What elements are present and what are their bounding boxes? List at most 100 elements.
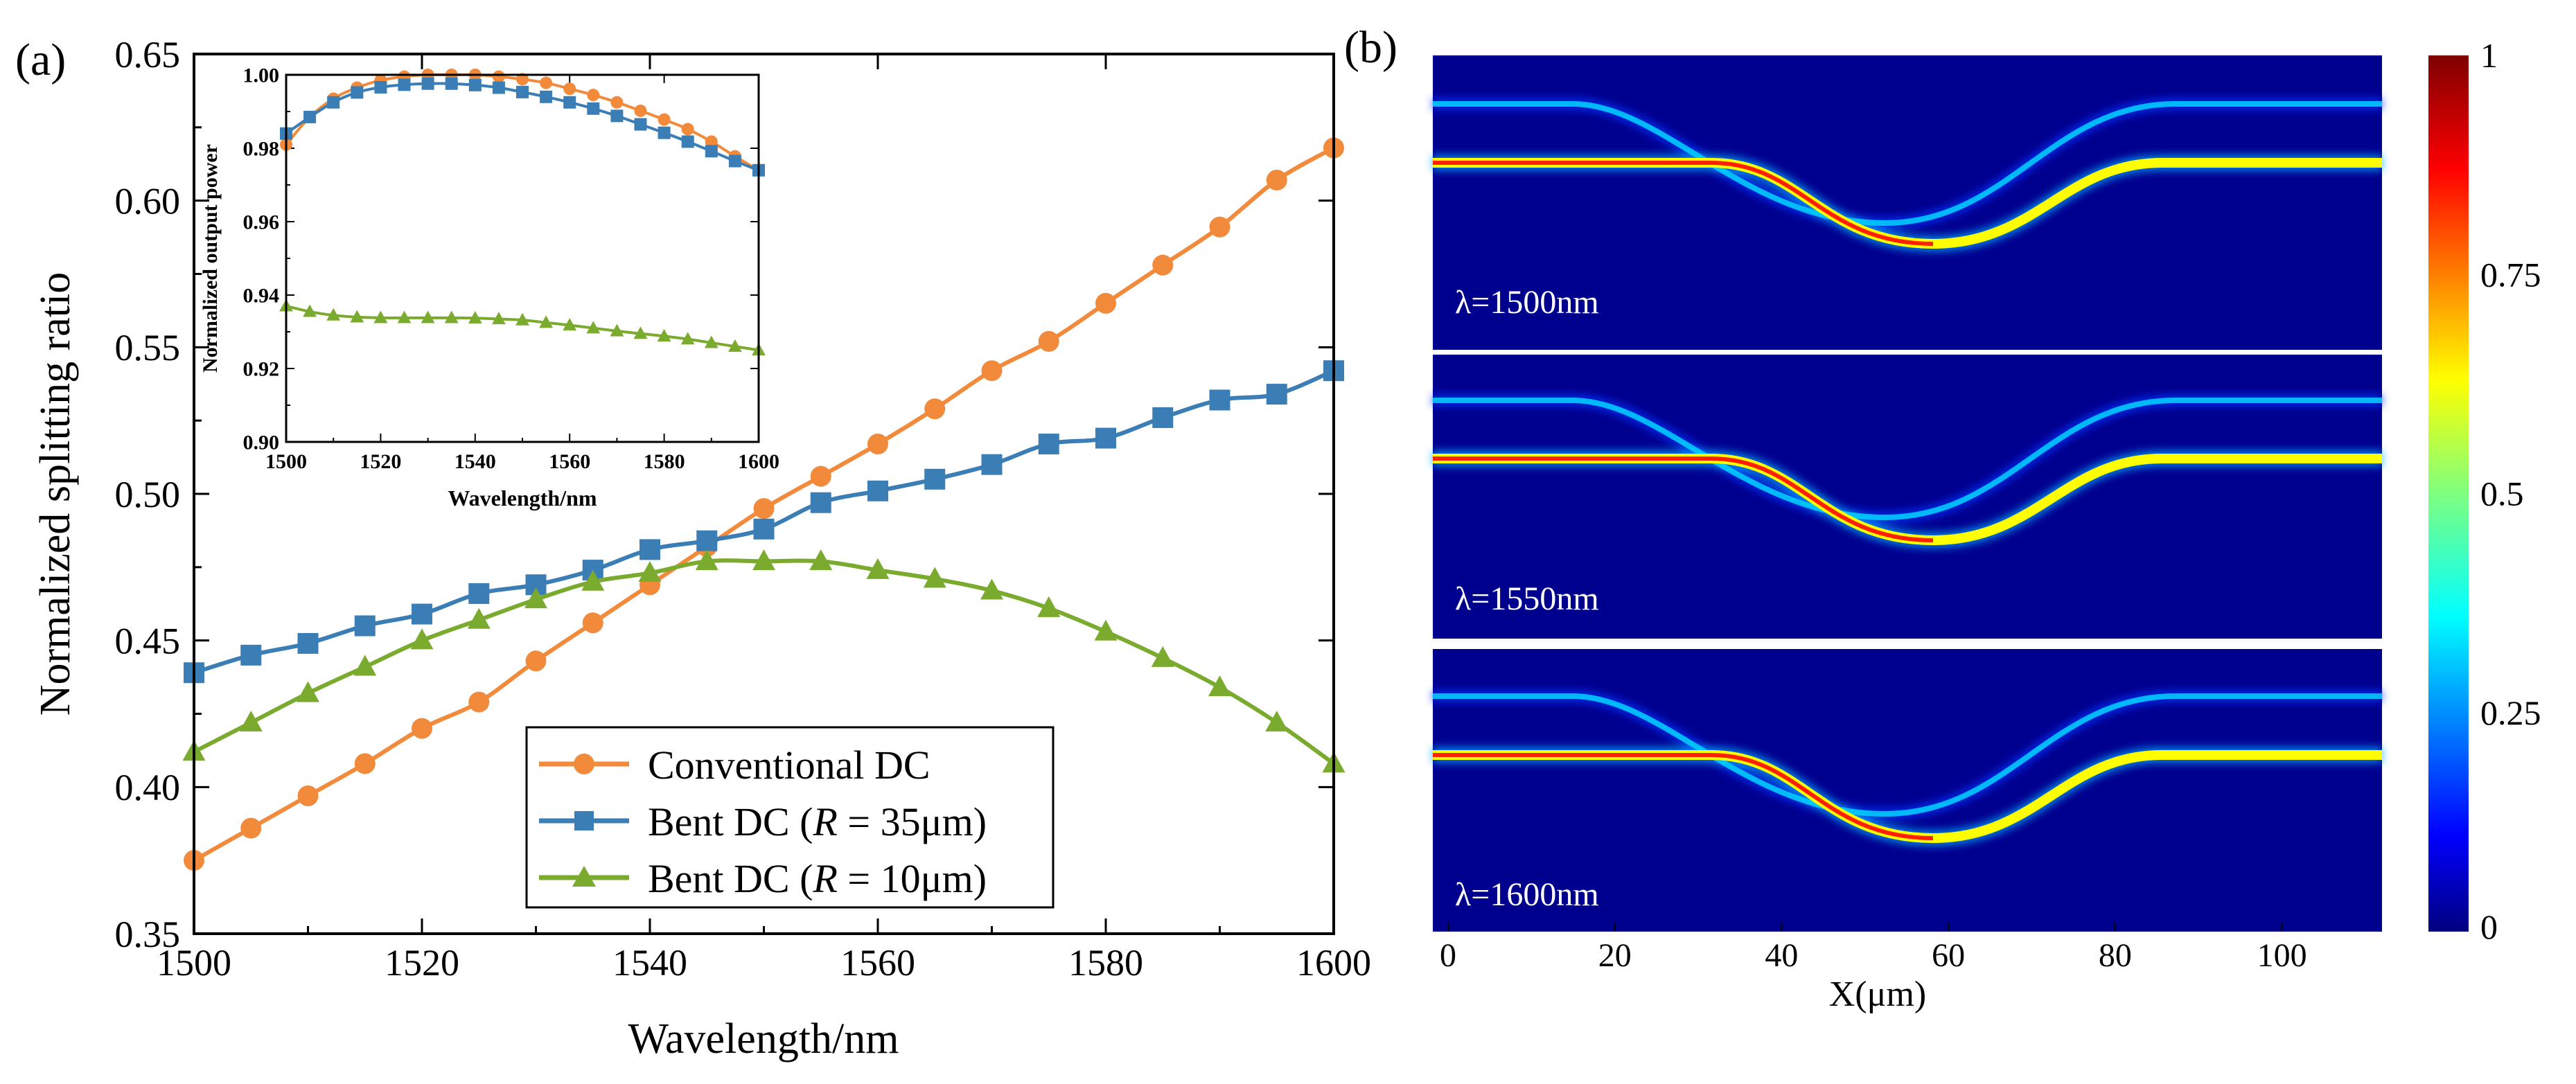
data-point-triangle-marker: [410, 628, 434, 650]
field-map-1500: λ=1500nm: [1433, 55, 2382, 350]
y-tick-label: 0.35: [115, 914, 181, 955]
colorbar-ticks: 1 0.75 0.5 0.25 0: [2480, 36, 2541, 946]
inset-x-axis-label: Wavelength/nm: [448, 486, 597, 510]
data-point-circle-marker: [516, 73, 529, 86]
y-tick-label: 0.98: [243, 138, 280, 161]
data-point-square-marker: [240, 644, 262, 666]
y-tick-label: 0.92: [243, 358, 280, 381]
data-point-square-marker: [753, 518, 775, 540]
field-x-axis-ticks: 0 20 40 60 80 100: [1440, 923, 2307, 974]
data-point-circle-marker: [540, 76, 553, 89]
data-point-square-marker: [1209, 389, 1230, 411]
colorbar-gradient: [2428, 55, 2469, 932]
data-point-triangle-marker: [657, 329, 671, 342]
data-point-triangle-marker: [563, 318, 577, 331]
data-point-circle-marker: [1095, 292, 1116, 314]
data-point-triangle-marker: [467, 607, 491, 629]
field-x-tick-label: 100: [2257, 937, 2307, 974]
data-point-triangle-marker: [1208, 675, 1231, 697]
data-point-square-marker: [374, 81, 387, 94]
legend: Conventional DC Bent DC (R = 35μm) Bent …: [525, 726, 1055, 909]
data-point-square-marker: [1038, 434, 1059, 455]
series-1: [280, 77, 765, 177]
data-point-triangle-marker: [326, 308, 341, 321]
data-point-circle-marker: [525, 650, 547, 672]
data-point-square-marker: [398, 78, 411, 91]
data-point-square-marker: [1266, 384, 1287, 405]
colorbar-tick-label: 0.75: [2480, 255, 2541, 294]
inset-axis-ticks: 1500 1520 1540 1560 1580 1600 0.90 0.92 0.94 0.96…: [243, 64, 780, 474]
y-tick-label: 0.45: [115, 621, 181, 662]
panel-a: (a) 1500 1520 1540 1560 1580 1600 0.35 0.40 0.45…: [15, 34, 1371, 1063]
data-point-circle-marker: [981, 360, 1003, 382]
data-point-triangle-marker: [586, 321, 601, 334]
main-plot-frame: [193, 53, 1335, 935]
x-tick-label: 1560: [549, 450, 590, 473]
data-point-circle-marker: [240, 817, 262, 839]
data-point-triangle-marker: [1094, 619, 1118, 641]
data-point-triangle-marker: [297, 681, 319, 702]
data-point-square-marker: [696, 530, 718, 551]
data-point-square-marker: [981, 454, 1003, 475]
x-tick-label: 1520: [360, 450, 401, 473]
wavelength-label-1550: λ=1550nm: [1455, 580, 1599, 617]
data-point-circle-marker: [297, 785, 319, 807]
y-tick-label: 0.55: [115, 327, 181, 368]
legend-item-bent-10: Bent DC (R = 10μm): [539, 856, 987, 901]
data-point-square-marker: [705, 145, 718, 158]
data-point-triangle-marker: [239, 710, 263, 731]
legend-item-conventional: Conventional DC: [539, 743, 930, 788]
data-point-circle-marker: [1152, 254, 1174, 276]
series-2: [182, 549, 1346, 773]
data-point-triangle-marker: [809, 549, 833, 571]
data-point-triangle-marker: [515, 312, 529, 326]
data-point-square-marker: [492, 81, 505, 94]
legend-swatch-triangle-marker: [572, 866, 596, 887]
data-point-triangle-marker: [1151, 646, 1174, 667]
data-point-circle-marker: [810, 465, 831, 487]
data-point-square-marker: [540, 90, 553, 103]
data-point-circle-marker: [867, 434, 888, 455]
field-map-1600: λ=1600nm: [1433, 649, 2382, 932]
field-x-tick-label: 0: [1440, 937, 1456, 974]
x-tick-label: 1500: [265, 450, 307, 473]
x-tick-label: 1540: [612, 942, 687, 984]
colorbar-tick-label: 0: [2480, 907, 2498, 946]
x-tick-label: 1580: [644, 450, 685, 473]
data-point-triangle-marker: [680, 332, 695, 345]
data-point-circle-marker: [582, 612, 603, 634]
data-point-square-marker: [468, 78, 482, 91]
data-point-square-marker: [867, 480, 888, 501]
panel-a-label: (a): [15, 35, 66, 85]
x-tick-label: 1600: [1296, 942, 1371, 984]
wavelength-label-1600: λ=1600nm: [1455, 876, 1599, 913]
data-point-circle-marker: [354, 753, 376, 774]
x-tick-label: 1580: [1068, 942, 1143, 984]
y-tick-label: 0.96: [243, 211, 280, 234]
data-point-square-marker: [658, 126, 671, 139]
colorbar-tick-label: 0.25: [2480, 693, 2541, 732]
data-point-square-marker: [351, 86, 364, 99]
data-point-triangle-marker: [704, 335, 718, 348]
data-point-triangle-marker: [728, 339, 742, 352]
data-point-circle-marker: [753, 498, 775, 519]
data-point-square-marker: [303, 110, 317, 123]
data-point-circle-marker: [924, 398, 946, 420]
data-point-triangle-marker: [524, 587, 547, 609]
data-point-circle-marker: [1209, 216, 1230, 238]
data-point-square-marker: [924, 468, 946, 490]
data-point-square-marker: [563, 96, 576, 109]
data-point-square-marker: [639, 539, 660, 560]
field-x-tick-label: 60: [1932, 937, 1965, 974]
waveguide-core: [1433, 693, 2382, 844]
data-point-triangle-marker: [373, 310, 388, 323]
data-point-circle-marker: [681, 123, 694, 136]
main-x-axis-label: Wavelength/nm: [628, 1015, 899, 1063]
x-tick-label: 1500: [157, 942, 231, 984]
data-point-triangle-marker: [752, 549, 775, 571]
data-point-triangle-marker: [923, 567, 946, 588]
data-point-triangle-marker: [638, 561, 662, 583]
colorbar-tick-label: 1: [2480, 36, 2498, 75]
data-point-square-marker: [412, 603, 432, 625]
